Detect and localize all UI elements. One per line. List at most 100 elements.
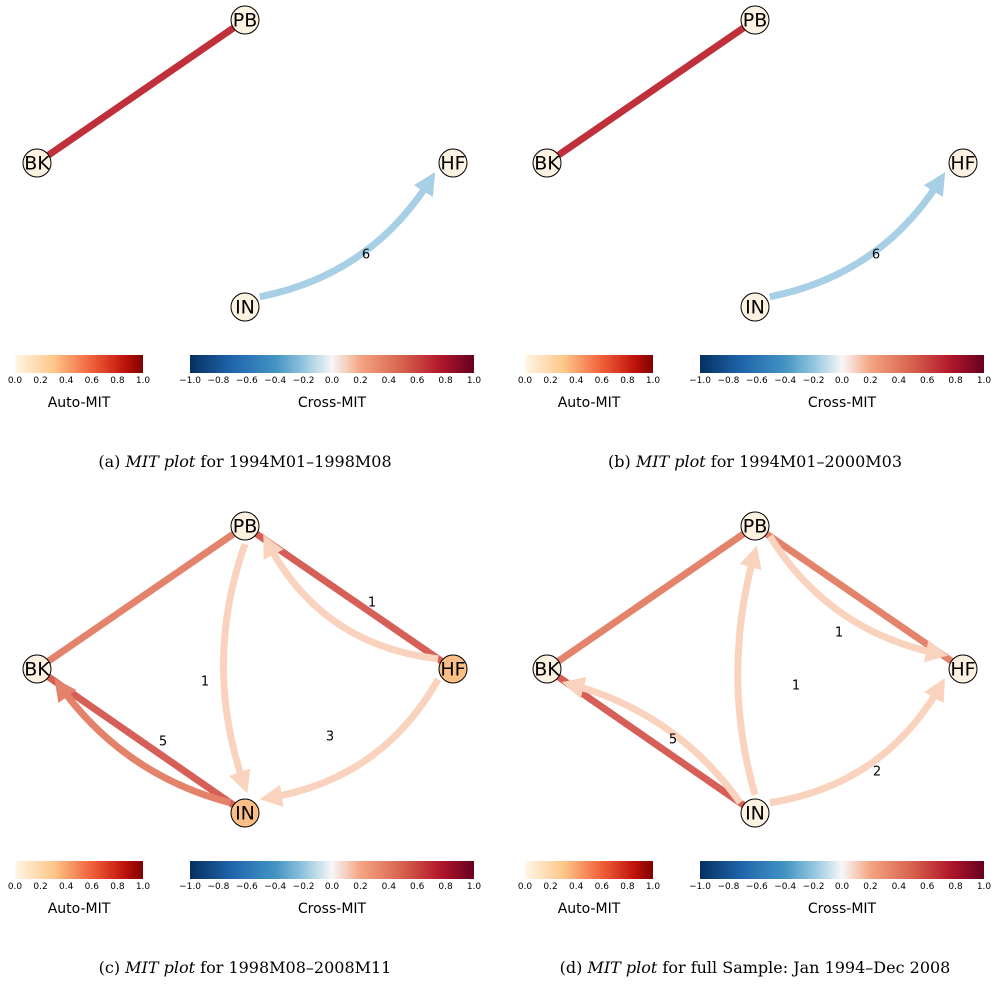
cross-mit-tick: 0.8 [948, 376, 963, 386]
auto-mit-tick: 0.0 [8, 882, 23, 892]
edge-lag-label: 1 [792, 679, 800, 694]
node-label: HF [950, 659, 975, 681]
cross-mit-tick: −1.0 [689, 376, 711, 386]
cross-mit-tick: 1.0 [977, 376, 992, 386]
auto-mit-tick: 0.2 [33, 882, 47, 892]
cross-mit-tick: 0.4 [892, 376, 907, 386]
node-hf: HF [948, 654, 978, 684]
auto-mit-colorbar: 0.0 0.2 0.4 0.6 0.8 1.0 Auto-MIT [518, 355, 661, 411]
auto-mit-colorbar: 0.0 0.2 0.4 0.6 0.8 1.0 Auto-MIT [8, 355, 151, 411]
cross-mit-tick: 1.0 [467, 882, 482, 892]
cross-mit-tick: 0.6 [920, 376, 935, 386]
auto-mit-tick: 0.4 [59, 882, 74, 892]
node-bk: BK [22, 148, 52, 178]
node-label: BK [24, 659, 50, 681]
panel-caption: (c) MIT plot for 1998M08–2008M11 [99, 958, 392, 977]
cross-mit-tick: 0.4 [382, 376, 397, 386]
auto-mit-tick: 0.4 [59, 376, 74, 386]
cross-mit-tick: 0.4 [382, 882, 397, 892]
auto-mit-title: Auto-MIT [48, 395, 111, 411]
cross-mit-tick: 1.0 [467, 376, 482, 386]
link-bk-pb [41, 21, 241, 162]
cross-mit-tick: 0.8 [948, 882, 963, 892]
arrow-in-bk [561, 676, 744, 805]
auto-mit-tick: 0.8 [620, 882, 635, 892]
cross-mit-tick: 0.6 [410, 376, 425, 386]
auto-mit-tick: 0.8 [620, 376, 635, 386]
node-circle [230, 511, 260, 541]
auto-mit-tick: 0.6 [595, 376, 610, 386]
node-circle [230, 5, 260, 35]
auto-mit-title: Auto-MIT [48, 901, 111, 917]
panel-c: 1 1 5 3 PB BK HF IN 0.0 0.2 0.4 0.6 0.8 1.0 Auto-MIT −1… [8, 511, 482, 977]
cross-mit-gradient [700, 861, 984, 879]
auto-mit-tick: 0.6 [85, 376, 100, 386]
link-pb-hf [759, 527, 959, 668]
node-label: BK [24, 153, 50, 175]
node-circle [740, 5, 770, 35]
node-pb: PB [230, 5, 260, 35]
node-circle [948, 148, 978, 178]
cross-mit-tick: 0.2 [863, 882, 877, 892]
panel-caption: (d) MIT plot for full Sample: Jan 1994–D… [560, 958, 951, 977]
auto-mit-tick: 1.0 [136, 882, 151, 892]
node-pb: PB [230, 511, 260, 541]
auto-mit-tick: 1.0 [646, 376, 661, 386]
cross-mit-tick: −0.6 [236, 376, 258, 386]
auto-mit-gradient [525, 861, 653, 879]
edge-lag-label: 1 [368, 596, 376, 611]
cross-mit-tick: −0.4 [774, 376, 796, 386]
node-label: PB [233, 516, 258, 538]
arrow-in-hf [769, 677, 945, 807]
auto-mit-tick: 1.0 [646, 882, 661, 892]
auto-mit-title: Auto-MIT [558, 395, 621, 411]
cross-mit-tick: −0.2 [293, 376, 315, 386]
cross-mit-tick: 0.2 [353, 882, 367, 892]
cross-mit-tick: −1.0 [179, 376, 201, 386]
edge-lag-label: 5 [669, 733, 677, 748]
auto-mit-tick: 0.6 [595, 882, 610, 892]
node-label: IN [745, 803, 765, 825]
auto-mit-tick: 0.2 [543, 882, 557, 892]
cross-mit-tick: 0.6 [410, 882, 425, 892]
panel-d: 1 1 5 2 PB BK HF IN 0.0 0.2 0.4 0.6 0.8 1.0 Auto-MIT −1… [518, 511, 991, 977]
node-in: IN [230, 798, 260, 828]
cross-mit-gradient [190, 355, 474, 373]
node-circle [740, 292, 770, 322]
auto-mit-tick: 1.0 [136, 376, 151, 386]
cross-mit-tick: −0.2 [803, 376, 825, 386]
cross-mit-tick: −0.8 [717, 376, 739, 386]
cross-mit-colorbar: −1.0 −0.8 −0.6 −0.4 −0.2 0.0 0.2 0.4 0.6 0.8 1.0 Cr… [179, 355, 481, 411]
cross-mit-title: Cross-MIT [298, 395, 367, 411]
edge-lag-label: 5 [159, 735, 167, 750]
cross-mit-tick: −0.8 [717, 882, 739, 892]
node-pb: PB [740, 5, 770, 35]
node-circle [22, 148, 52, 178]
arrow-in-hf [769, 172, 946, 301]
node-label: PB [233, 10, 258, 32]
panel-caption: (b) MIT plot for 1994M01–2000M03 [608, 452, 902, 471]
node-hf: HF [948, 148, 978, 178]
node-circle [22, 654, 52, 684]
cross-mit-tick: 0.0 [835, 376, 850, 386]
arrow-hf-in [259, 677, 442, 807]
node-circle [438, 654, 468, 684]
cross-mit-tick: −0.2 [293, 882, 315, 892]
auto-mit-gradient [525, 355, 653, 373]
arrow-in-bk [54, 678, 232, 807]
cross-mit-tick: −0.8 [207, 376, 229, 386]
cross-mit-tick: 0.0 [325, 882, 340, 892]
edge-lag-label: 2 [873, 765, 881, 780]
cross-mit-tick: 0.2 [863, 376, 877, 386]
node-bk: BK [22, 654, 52, 684]
auto-mit-tick: 0.8 [110, 882, 125, 892]
cross-mit-title: Cross-MIT [808, 395, 877, 411]
auto-mit-tick: 0.6 [85, 882, 100, 892]
link-bk-in [551, 670, 751, 812]
arrow-in-hf [259, 172, 436, 301]
arrow-pb-in [219, 542, 251, 794]
node-label: IN [745, 297, 765, 319]
link-bk-pb [41, 527, 241, 668]
link-bk-pb [551, 21, 751, 162]
